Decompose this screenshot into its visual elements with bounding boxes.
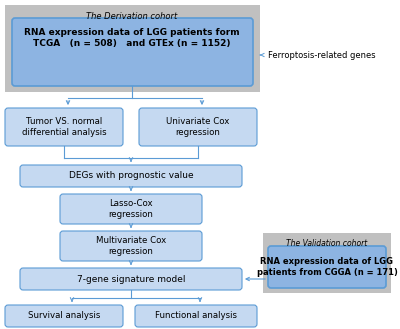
Text: Multivariate Cox
regression: Multivariate Cox regression <box>96 236 166 256</box>
FancyBboxPatch shape <box>5 305 123 327</box>
Text: The Derivation cohort: The Derivation cohort <box>86 12 178 21</box>
FancyBboxPatch shape <box>20 165 242 187</box>
Text: DEGs with prognostic value: DEGs with prognostic value <box>69 171 193 181</box>
Text: Survival analysis: Survival analysis <box>28 312 100 320</box>
FancyBboxPatch shape <box>60 194 202 224</box>
Bar <box>5 5 260 92</box>
FancyBboxPatch shape <box>5 108 123 146</box>
Text: Ferroptosis-related genes: Ferroptosis-related genes <box>268 50 376 60</box>
FancyBboxPatch shape <box>135 305 257 327</box>
Text: Functional analysis: Functional analysis <box>155 312 237 320</box>
FancyBboxPatch shape <box>20 268 242 290</box>
Text: The Validation cohort: The Validation cohort <box>286 239 368 248</box>
Text: Lasso-Cox
regression: Lasso-Cox regression <box>108 199 154 219</box>
Text: RNA expression data of LGG
patients from CGGA (n = 171): RNA expression data of LGG patients from… <box>256 257 398 277</box>
FancyBboxPatch shape <box>60 231 202 261</box>
Text: RNA expression data of LGG patients form
TCGA   (n = 508)   and GTEx (n = 1152): RNA expression data of LGG patients form… <box>24 28 240 48</box>
FancyBboxPatch shape <box>12 18 253 86</box>
Bar <box>263 233 391 293</box>
FancyBboxPatch shape <box>139 108 257 146</box>
Text: 7-gene signature model: 7-gene signature model <box>77 274 185 284</box>
Text: Univariate Cox
regression: Univariate Cox regression <box>166 117 230 137</box>
Text: Tumor VS. normal
differential analysis: Tumor VS. normal differential analysis <box>22 117 106 137</box>
FancyBboxPatch shape <box>268 246 386 288</box>
